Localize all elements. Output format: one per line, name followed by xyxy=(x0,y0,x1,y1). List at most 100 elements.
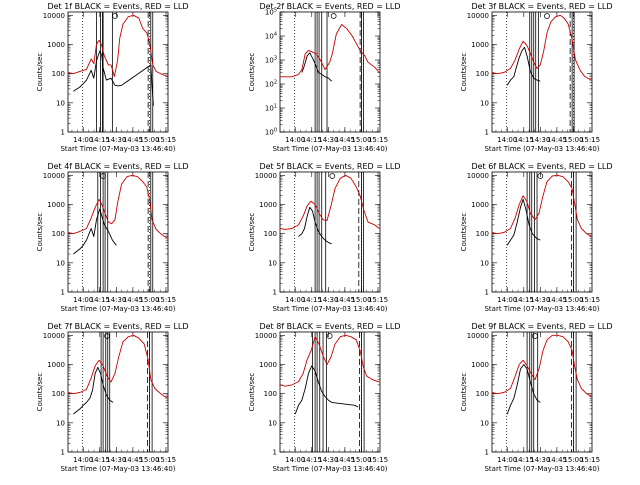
y-tick-label: 10 xyxy=(480,419,489,427)
lld-series-line xyxy=(280,24,380,78)
y-tick-exponent: 3 xyxy=(274,56,277,62)
x-tick-label: 14:00 xyxy=(285,296,305,304)
y-tick-label: 102 xyxy=(265,80,277,89)
y-axis-label: Counts/sec xyxy=(36,373,44,412)
plot-area xyxy=(68,12,168,132)
plot-area xyxy=(280,332,380,452)
x-tick-label: 14:45 xyxy=(547,136,567,144)
x-tick-label: 15:00 xyxy=(351,136,371,144)
panel-det-5f: Det 5f BLACK = Events, RED = LLD 1 10 100 10… xyxy=(248,162,401,313)
plot-area xyxy=(68,332,168,452)
x-tick-label: 15:00 xyxy=(351,296,371,304)
y-tick-label: 10000 xyxy=(467,332,489,340)
x-tick-label: 14:00 xyxy=(73,296,93,304)
y-tick-exponent: 4 xyxy=(274,32,277,38)
x-tick-label: 15:15 xyxy=(156,296,176,304)
y-tick-label: 1 xyxy=(61,289,65,297)
y-tick-label: 1 xyxy=(485,289,489,297)
y-tick-label: 100 xyxy=(476,70,489,78)
events-series-line xyxy=(73,366,114,415)
x-tick-label: 14:15 xyxy=(302,296,322,304)
lld-series-line xyxy=(68,174,168,239)
y-tick-exponent: 1 xyxy=(274,104,277,110)
x-tick-label: 14:00 xyxy=(497,296,517,304)
y-tick-label: 10000 xyxy=(43,332,65,340)
attenuator-glyph xyxy=(330,13,337,19)
x-tick-label: 14:30 xyxy=(530,136,550,144)
x-tick-label: 14:30 xyxy=(106,136,126,144)
attenuator-glyph xyxy=(329,173,336,179)
y-tick-label: 105 xyxy=(265,8,277,17)
plot-frame xyxy=(67,11,169,133)
y-tick-label: 10000 xyxy=(467,12,489,20)
x-tick-label: 15:00 xyxy=(139,456,159,464)
lld-series-line xyxy=(492,174,592,237)
x-axis-label: Start Time (07-May-03 13:46:40) xyxy=(272,465,387,473)
events-series-line xyxy=(506,364,541,415)
x-tick-label: 14:15 xyxy=(302,456,322,464)
x-tick-label: 15:00 xyxy=(351,456,371,464)
x-tick-label: 15:00 xyxy=(563,456,583,464)
panel-title: Det 2f BLACK = Events, RED = LLD xyxy=(259,2,400,11)
panel-det-3f: Det 3f BLACK = Events, RED = LLD 1 10 100 10… xyxy=(460,2,613,153)
y-tick-label: 10000 xyxy=(255,172,277,180)
y-tick-label: 10000 xyxy=(255,332,277,340)
x-tick-label: 14:45 xyxy=(123,296,143,304)
x-tick-label: 14:15 xyxy=(302,136,322,144)
y-tick-label: 101 xyxy=(265,104,277,113)
x-tick-label: 15:15 xyxy=(368,296,388,304)
panel-det-4f: Det 4f BLACK = Events, RED = LLD 1 10 100 10… xyxy=(36,162,189,313)
y-tick-label: 10 xyxy=(56,99,65,107)
lld-series-line xyxy=(68,334,168,399)
y-tick-label: 100 xyxy=(52,70,65,78)
y-tick-label: 1000 xyxy=(471,41,489,49)
y-tick-label: 100 xyxy=(52,390,65,398)
y-tick-label: 100 xyxy=(476,230,489,238)
x-tick-label: 14:30 xyxy=(318,136,338,144)
x-tick-label: 15:00 xyxy=(563,296,583,304)
y-axis-label: Counts/sec xyxy=(36,213,44,252)
lld-series-line xyxy=(492,334,592,397)
plot-frame xyxy=(279,171,381,293)
lld-series-line xyxy=(492,14,592,81)
y-tick-exponent: 0 xyxy=(274,128,277,134)
x-tick-label: 14:30 xyxy=(318,456,338,464)
y-tick-label: 10 xyxy=(480,99,489,107)
x-tick-label: 14:00 xyxy=(285,136,305,144)
y-tick-label: 100 xyxy=(265,128,277,137)
y-axis-label: Counts/sec xyxy=(248,373,256,412)
x-tick-label: 15:15 xyxy=(368,136,388,144)
x-tick-label: 14:15 xyxy=(90,296,110,304)
y-tick-label: 1 xyxy=(61,129,65,137)
attenuator-glyph xyxy=(326,333,333,339)
y-tick-label: 1 xyxy=(61,449,65,457)
panel-det-9f: Det 9f BLACK = Events, RED = LLD 1 10 100 10… xyxy=(460,322,613,473)
panel-title: Det 9f BLACK = Events, RED = LLD xyxy=(471,322,612,331)
x-tick-label: 14:00 xyxy=(285,456,305,464)
x-tick-label: 14:45 xyxy=(123,456,143,464)
y-tick-label: 104 xyxy=(265,32,277,41)
x-tick-label: 15:00 xyxy=(139,136,159,144)
y-tick-label: 100 xyxy=(476,390,489,398)
panel-title: Det 8f BLACK = Events, RED = LLD xyxy=(259,322,400,331)
x-axis-label: Start Time (07-May-03 13:46:40) xyxy=(272,305,387,313)
y-axis-label: Counts/sec xyxy=(36,53,44,92)
x-axis-label: Start Time (07-May-03 13:46:40) xyxy=(60,305,175,313)
x-tick-label: 15:15 xyxy=(580,296,600,304)
plot-frame xyxy=(279,11,381,133)
x-tick-label: 14:30 xyxy=(530,296,550,304)
x-tick-label: 14:00 xyxy=(73,456,93,464)
events-series-line xyxy=(294,365,359,415)
x-axis-label: Start Time (07-May-03 13:46:40) xyxy=(484,305,599,313)
x-tick-label: 14:15 xyxy=(90,456,110,464)
attenuator-glyph xyxy=(112,13,118,19)
y-tick-label: 1 xyxy=(485,449,489,457)
x-axis-label: Start Time (07-May-03 13:46:40) xyxy=(484,145,599,153)
panel-det-6f: Det 6f BLACK = Events, RED = LLD 1 10 100 10… xyxy=(460,162,613,313)
y-axis-label: Counts/sec xyxy=(460,373,468,412)
y-tick-label: 103 xyxy=(265,56,277,65)
x-tick-label: 15:15 xyxy=(156,456,176,464)
events-series-line xyxy=(301,52,333,82)
plot-area xyxy=(280,12,380,132)
